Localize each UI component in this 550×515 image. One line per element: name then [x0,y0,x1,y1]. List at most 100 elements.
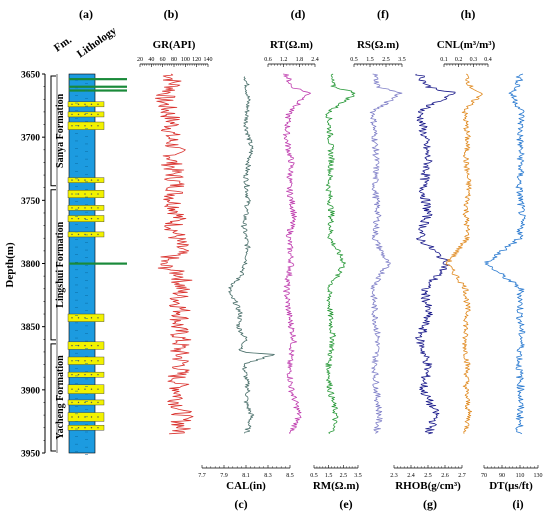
lithology-dot [77,233,80,236]
panel-letter-e: (e) [339,497,352,511]
depth-tick-label: 3650 [21,71,40,81]
curve-rt [282,73,312,434]
lithology-dot [77,416,80,418]
track-tick-label: 60 [160,57,166,63]
lithology-dot [97,207,99,209]
log-curves [154,73,526,435]
track-tick-label: 8.3 [264,473,272,479]
lithology-dot [97,217,99,220]
lithology-dot [84,179,86,181]
lithology-dot [90,416,93,418]
track-tick-label: 1.8 [296,57,304,63]
curve-cal [228,76,275,434]
lithology-dot [90,317,93,319]
track-tick-label: 0.6 [264,57,272,63]
track-tick-label: 0.4 [484,57,492,63]
lithology-sandstone-bed [67,121,105,130]
lithology-dot [77,360,80,362]
lithology-column [67,73,127,455]
lithology-dot [90,217,93,220]
track-tick-label: 80 [171,57,177,63]
track-tick-label: 0.1 [440,57,448,63]
lithology-dot [84,360,86,362]
track-title-cal: CAL(in) [226,480,266,492]
formation-bracket [50,189,56,341]
lithology-dot [71,416,73,418]
track-tick-label: 1.5 [325,473,333,479]
lithology-dot [97,416,99,418]
lithology-dot [90,373,93,376]
lithology-dot [84,388,86,390]
lithology-dot [84,125,86,127]
curve-cnl [445,73,483,434]
depth-tick-label: 3700 [21,134,40,144]
lithology-sandstone-bed [67,215,105,223]
lithology-dot [97,401,99,404]
panel-letter-h: (h) [461,7,476,21]
panel-letter-f: (f) [377,7,389,21]
track-headers: 20 40 60 80 100 120 140 GR(API) 7.7 7.9 8.1 8.3 8.5 C… [137,39,543,492]
track-tick-label: 1.2 [280,57,288,63]
lithology-dot [77,217,80,220]
lithology-dot [77,388,80,390]
track-tick-label: 2.4 [407,473,415,479]
track-tick-label: 3.5 [398,57,406,63]
lithology-sandstone-bed [67,177,105,183]
track-title-rhob: RHOB(g/cm³) [395,480,461,492]
lithology-dot [90,179,93,181]
lithology-sandstone-bed [67,205,105,211]
lithology-dot [97,233,99,236]
lithology-dot [97,179,99,181]
track-tick-label: 2.3 [390,473,398,479]
track-tick-label: 100 [181,57,190,63]
lithology-dot [84,103,86,106]
track-tick-label: 110 [516,473,525,479]
track-tick-label: 70 [481,473,487,479]
lithology-sandstone-bed [67,231,105,238]
lithology-dot [97,125,99,127]
lithology-dot [84,207,86,209]
lithology-coal-band [69,89,127,92]
lithology-dot [71,317,73,319]
lithology-dot [71,179,73,181]
lithology-sandstone-bed [67,190,105,199]
lithology-dot [77,317,80,319]
track-tick-label: 2.4 [311,57,319,63]
panel-letter-a: (a) [79,7,93,21]
track-tick-label: 7.7 [198,473,206,479]
lithology-dot [97,317,99,319]
formation-bracket [50,75,56,187]
lithology-dot [71,103,73,106]
lithology-sandstone-bed [67,399,105,406]
lithology-dot [77,103,80,106]
track-tick-label: 2.5 [424,473,432,479]
track-tick-label: 0.5 [350,57,358,63]
lithology-dot [90,193,93,195]
lithology-dot [90,401,93,404]
track-tick-label: 0.5 [310,473,318,479]
curve-dt [484,73,526,435]
track-title-rm: RM(Ω.m) [313,480,360,492]
lithology-sandstone-bed [67,101,105,108]
lithology-dot [97,193,99,195]
panel-letter-g: (g) [423,497,437,511]
lithology-dot [71,125,73,127]
track-tick-label: 8.5 [286,473,294,479]
lithology-coal-band [69,262,127,265]
curve-rhob [415,73,456,435]
lithology-dot [84,373,86,376]
lithology-dot [90,233,93,236]
formation-label: Yacheng Formation [55,355,66,440]
lithology-sandstone-bed [67,384,105,394]
lithology-coal-band [69,78,127,81]
lithology-sandstone-bed [67,356,105,365]
lithology-dot [97,388,99,390]
lithology-dot [84,217,86,220]
lithology-dot [97,360,99,362]
lithology-dot [90,427,93,429]
lithology-dot [84,344,86,347]
lithology-dot [84,193,86,195]
lithology-dot [97,427,99,429]
lithology-dot [71,401,73,404]
